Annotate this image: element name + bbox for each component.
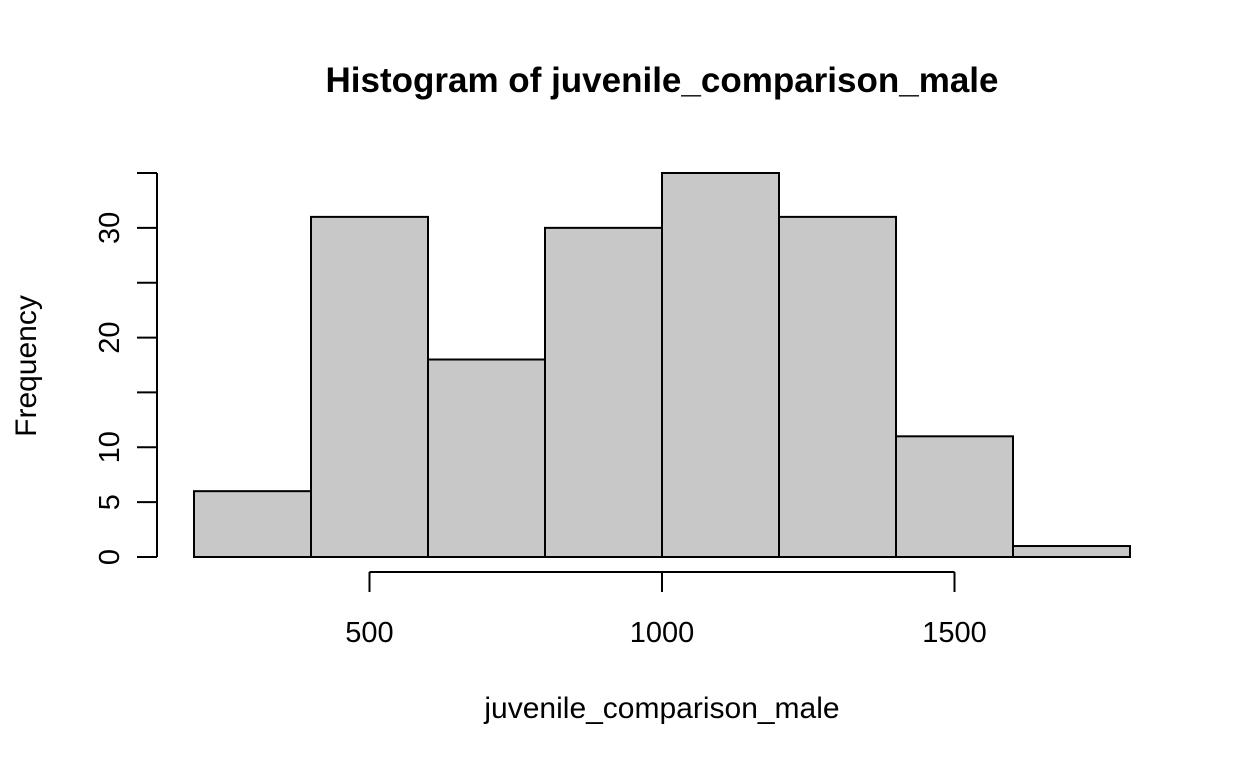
- y-axis-label: Frequency: [10, 295, 43, 437]
- x-tick-label-1500: 1500: [922, 617, 987, 649]
- histogram-bar-8: [1012, 545, 1131, 558]
- x-tick-label-500: 500: [345, 617, 393, 649]
- chart-title: Histogram of juvenile_comparison_male: [326, 61, 999, 100]
- histogram-bar-6: [778, 215, 897, 558]
- histogram-bar-4: [544, 226, 663, 558]
- histogram-bar-3: [427, 358, 546, 558]
- histogram-bar-7: [895, 435, 1014, 559]
- x-tick-label-1000: 1000: [630, 617, 695, 649]
- y-tick-label-0: 0: [94, 549, 126, 565]
- y-tick-label-10: 10: [94, 431, 126, 463]
- y-tick-label-20: 20: [94, 321, 126, 353]
- y-tick-label-5: 5: [94, 494, 126, 510]
- x-axis: 500 1000 1500: [345, 571, 987, 649]
- histogram-bar-5: [661, 172, 780, 558]
- y-axis: 0 5 10 20 30: [94, 172, 158, 565]
- y-tick-label-30: 30: [94, 212, 126, 244]
- x-axis-label: juvenile_comparison_male: [483, 692, 839, 725]
- histogram-bar-2: [310, 215, 429, 558]
- histogram-bar-1: [193, 490, 312, 558]
- bars-group: [193, 172, 1131, 559]
